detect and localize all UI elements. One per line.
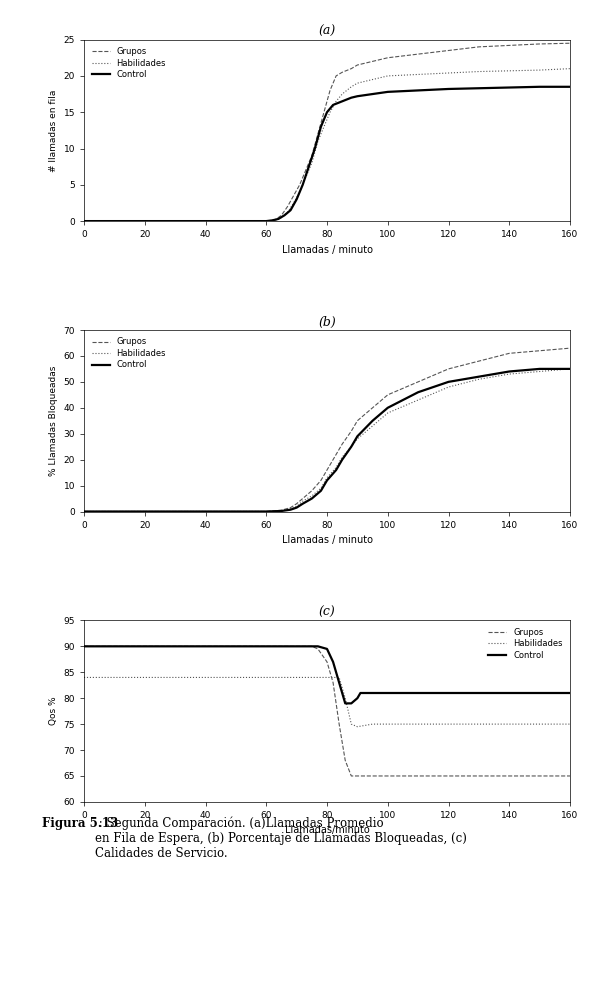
Title: (c): (c) (319, 606, 335, 619)
Legend: Grupos, Habilidades, Control: Grupos, Habilidades, Control (88, 44, 169, 82)
X-axis label: Llamadas/minuto: Llamadas/minuto (284, 826, 370, 836)
Title: (b): (b) (318, 316, 336, 329)
Text: : Segunda Comparación. (a)Llamadas Promedio
en Fila de Espera, (b) Porcentaje de: : Segunda Comparación. (a)Llamadas Prome… (95, 817, 467, 860)
X-axis label: Llamadas / minuto: Llamadas / minuto (281, 245, 373, 254)
Y-axis label: % Llamadas Bloqueadas: % Llamadas Bloqueadas (49, 365, 58, 476)
Legend: Grupos, Habilidades, Control: Grupos, Habilidades, Control (88, 335, 169, 373)
Title: (a): (a) (319, 26, 335, 39)
Y-axis label: Qos %: Qos % (49, 697, 58, 726)
Legend: Grupos, Habilidades, Control: Grupos, Habilidades, Control (485, 625, 566, 663)
X-axis label: Llamadas / minuto: Llamadas / minuto (281, 535, 373, 545)
Text: Figura 5.13: Figura 5.13 (42, 817, 118, 830)
Y-axis label: # llamadas en fila: # llamadas en fila (49, 89, 58, 171)
